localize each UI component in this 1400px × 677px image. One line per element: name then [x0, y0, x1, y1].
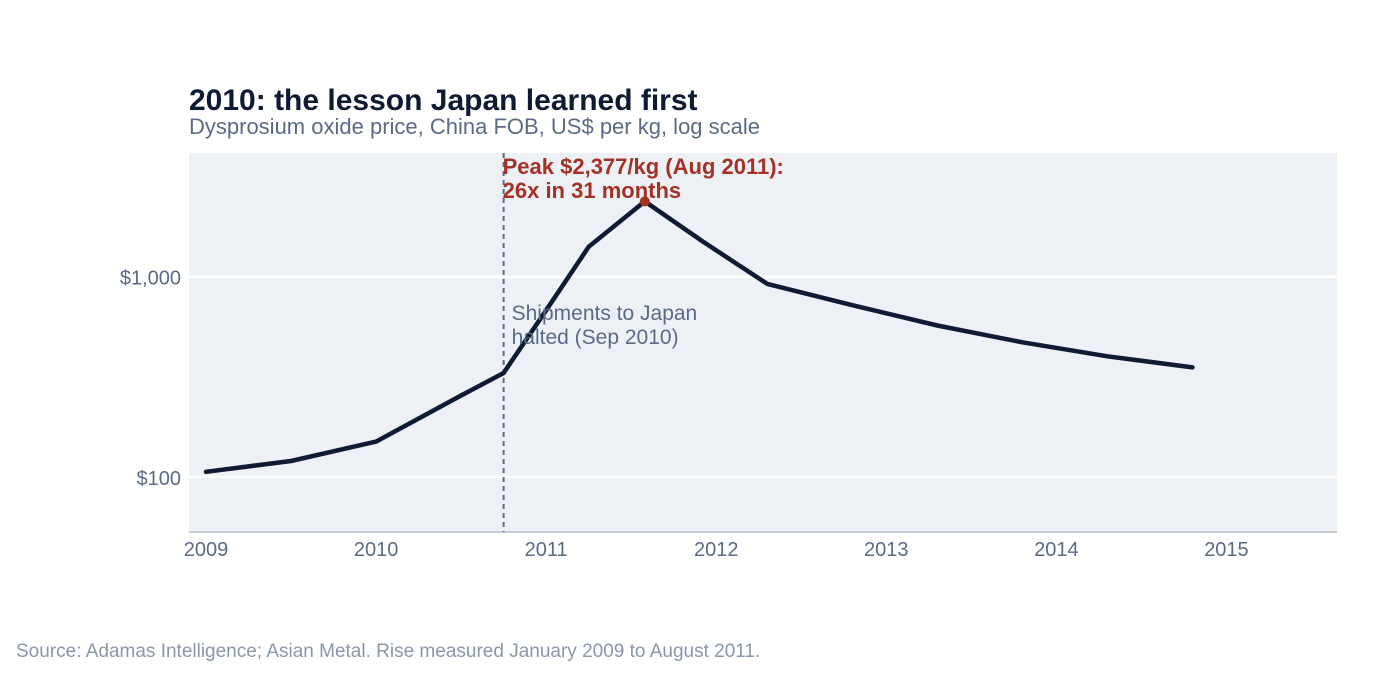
plot-background — [189, 153, 1337, 532]
y-tick-label-1: $1,000 — [120, 268, 181, 290]
peak-label-line-1: Peak $2,377/kg (Aug 2011): — [503, 154, 784, 179]
x-tick-label-2014: 2014 — [1034, 539, 1079, 561]
grid-layer — [189, 275, 1337, 479]
y-tick-labels: $100 $1,000 — [120, 268, 181, 490]
x-tick-label-2010: 2010 — [354, 539, 399, 561]
peak-marker — [639, 196, 650, 207]
x-tick-label-2015: 2015 — [1204, 539, 1249, 561]
x-tick-label-2009: 2009 — [184, 539, 229, 561]
x-tick-label-2012: 2012 — [694, 539, 739, 561]
event-label-line-1: Shipments to Japan — [512, 302, 698, 325]
x-tick-label-2013: 2013 — [864, 539, 909, 561]
y-tick-label-0: $100 — [137, 468, 182, 490]
chart-subtitle: Dysprosium oxide price, China FOB, US$ p… — [189, 114, 761, 139]
x-tick-labels: 2009 2010 2011 2012 2013 2014 2015 — [184, 539, 1249, 561]
chart-title: 2010: the lesson Japan learned first — [189, 84, 698, 117]
chart-source: Source: Adamas Intelligence; Asian Metal… — [16, 641, 761, 662]
event-label-line-2: halted (Sep 2010) — [512, 326, 679, 349]
peak-label-line-2: 26x in 31 months — [503, 178, 682, 203]
x-tick-label-2011: 2011 — [525, 539, 568, 561]
